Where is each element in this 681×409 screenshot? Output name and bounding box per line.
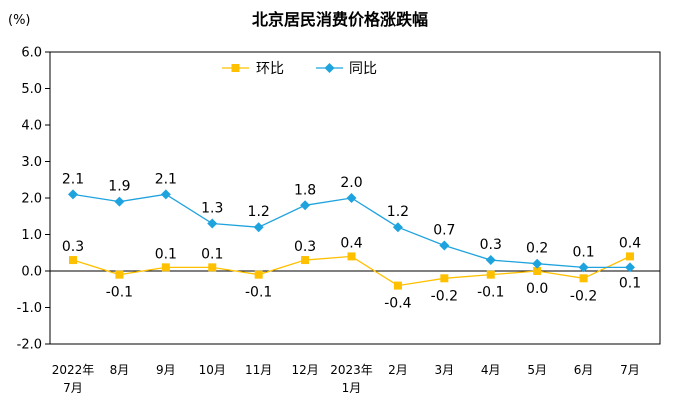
data-point [301, 256, 310, 265]
data-point [208, 263, 217, 272]
data-label: 1.8 [294, 182, 316, 198]
data-label: -0.1 [106, 285, 133, 301]
x-tick-label: 3月 [435, 363, 455, 377]
data-labels: 0.3 -0.1 0.1 0.1 -0.1 0.3 0.4 -0.4 -0.2 -0.1 0.0 -0… [62, 171, 641, 311]
x-tick-label: 2023年 [330, 363, 373, 377]
data-point [439, 240, 450, 251]
data-label: 1.2 [248, 204, 270, 220]
series-mom [69, 252, 634, 290]
data-point [393, 281, 402, 290]
series-yoy [68, 189, 635, 273]
legend: 环比 同比 [222, 61, 377, 77]
data-point [533, 267, 542, 275]
y-tick-label: 1.0 [21, 228, 42, 243]
chart-title: 北京居民消费价格涨跌幅 [252, 10, 428, 29]
data-label: 0.1 [155, 246, 177, 262]
data-label: -0.1 [477, 285, 504, 301]
data-point [626, 252, 634, 261]
data-label: 0.1 [572, 244, 594, 260]
data-point [578, 262, 589, 273]
x-tick-label: 7月 [63, 381, 83, 395]
x-tick-label: 10月 [199, 363, 226, 377]
data-label: 0.2 [526, 241, 548, 257]
data-label: -0.1 [245, 285, 272, 301]
y-tick-label: 0.0 [21, 265, 42, 280]
x-tick-label: 2022年 [52, 363, 95, 377]
legend-label: 环比 [256, 61, 284, 77]
data-point [114, 196, 125, 207]
data-point [68, 189, 78, 200]
data-point [579, 274, 588, 283]
x-tick-label: 6月 [574, 363, 594, 377]
data-point [254, 270, 263, 279]
plot-area: 0.3 -0.1 0.1 0.1 -0.1 0.3 0.4 -0.4 -0.2 -0.1 0.0 -0… [62, 171, 641, 311]
x-tick-label: 2月 [388, 363, 408, 377]
data-point [253, 222, 264, 233]
data-label: -0.2 [570, 288, 597, 304]
data-point [207, 218, 218, 229]
data-label: 1.9 [108, 179, 130, 195]
data-label: 0.4 [340, 235, 362, 251]
y-tick-label: 2.0 [21, 192, 42, 207]
data-point [485, 255, 496, 266]
data-point [532, 258, 543, 269]
data-point [160, 189, 171, 200]
legend-marker [231, 64, 240, 72]
y-tick-label: 6.0 [21, 46, 42, 61]
data-label: 0.3 [294, 239, 316, 255]
data-point [115, 270, 124, 279]
data-point [625, 262, 635, 273]
data-label: 1.2 [387, 204, 409, 220]
y-tick-label: 5.0 [21, 82, 42, 97]
data-label: -0.2 [431, 288, 458, 304]
data-label: 0.3 [480, 237, 502, 253]
x-tick-label: 9月 [156, 363, 176, 377]
data-label: 0.0 [526, 281, 548, 297]
data-point [69, 256, 77, 265]
y-tick-label: 3.0 [21, 155, 42, 170]
x-tick-label: 4月 [481, 363, 501, 377]
data-point [346, 193, 357, 203]
data-point [440, 274, 449, 283]
y-tick-label: -1.0 [17, 301, 42, 316]
x-tick-label: 12月 [291, 363, 318, 377]
data-label: 0.1 [619, 275, 641, 291]
data-label: 1.3 [201, 201, 223, 217]
y-tick-label: -2.0 [17, 338, 42, 353]
x-tick-label: 8月 [110, 363, 130, 377]
data-label: 2.0 [340, 175, 362, 191]
axes: -2.0 -1.0 0.0 1.0 2.0 3.0 4.0 5.0 6.0 2022年 7月 8月 9月… [17, 46, 661, 395]
x-tick-label: 5月 [527, 363, 547, 377]
legend-label: 同比 [349, 61, 377, 77]
data-label: 2.1 [62, 171, 84, 187]
data-label: -0.4 [384, 296, 411, 312]
legend-marker [324, 63, 335, 73]
data-label: 0.7 [433, 222, 455, 238]
x-tick-label: 7月 [620, 363, 640, 377]
data-label: 2.1 [155, 171, 177, 187]
data-label: 0.1 [201, 246, 223, 262]
data-label: 0.4 [619, 235, 641, 251]
x-tick-label: 11月 [245, 363, 272, 377]
data-point [161, 263, 170, 272]
x-tick-label: 1月 [342, 381, 362, 395]
data-point [486, 270, 495, 279]
data-point [347, 252, 356, 261]
y-axis-label: (%) [8, 13, 31, 28]
data-point [300, 200, 311, 211]
data-point [392, 222, 403, 233]
data-label: 0.3 [62, 239, 84, 255]
y-tick-label: 4.0 [21, 119, 42, 134]
